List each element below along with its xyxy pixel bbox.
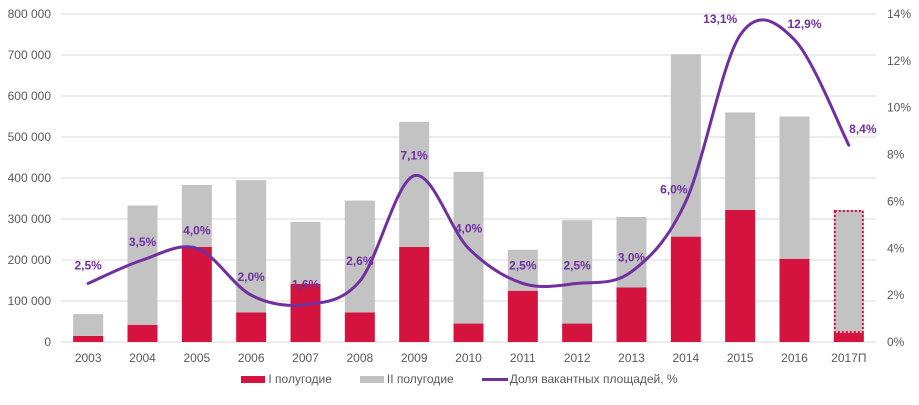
y2-tick-label: 2%	[887, 288, 905, 302]
y-tick-label: 500 000	[8, 130, 52, 144]
vacancy-data-label: 7,1%	[400, 149, 428, 163]
bar-h2	[290, 221, 321, 284]
x-tick-label: 2003	[75, 351, 102, 365]
vacancy-data-label: 3,5%	[129, 235, 157, 249]
y-axis-left: 0 100 000 200 000 300 000 400 000 500 000 600 …	[8, 7, 52, 349]
y-axis-right: 0% 2% 4% 6% 8% 10% 12% 14%	[887, 7, 911, 349]
bar-h1	[290, 283, 321, 342]
bar-h1	[779, 258, 810, 342]
legend-item-h1[interactable]: I полугодие	[241, 372, 332, 386]
vacancy-data-label: 1,6%	[292, 278, 320, 292]
vacancy-data-label: 4,0%	[183, 223, 211, 237]
bar-h2	[181, 184, 212, 247]
legend-swatch-h1	[241, 375, 266, 383]
bar-h1	[453, 323, 484, 342]
x-tick-label: 2008	[346, 351, 373, 365]
bar-h2	[833, 209, 864, 333]
y-tick-label: 300 000	[8, 212, 52, 226]
bar-h1	[73, 335, 104, 342]
x-tick-label: 2006	[238, 351, 265, 365]
vacancy-data-label: 2,5%	[509, 258, 537, 272]
y2-tick-label: 8%	[887, 148, 905, 162]
y2-tick-label: 6%	[887, 194, 905, 208]
vacancy-data-label: 3,0%	[618, 251, 646, 265]
y2-tick-label: 4%	[887, 241, 905, 255]
x-tick-label: 2016	[781, 351, 808, 365]
forecast-outline	[833, 209, 864, 333]
legend-label-h1: I полугодие	[268, 372, 332, 386]
vacancy-data-label: 2,6%	[346, 254, 374, 268]
x-tick-label: 2007	[292, 351, 319, 365]
bar-h1	[344, 312, 375, 342]
y2-tick-label: 12%	[887, 54, 911, 68]
bar-h1	[833, 332, 864, 342]
vacancy-line-path	[86, 18, 851, 307]
y2-tick-label: 10%	[887, 101, 911, 115]
bar-h1	[399, 246, 430, 342]
legend-item-h2[interactable]: II полугодие	[359, 372, 454, 386]
y-tick-label: 700 000	[8, 48, 52, 62]
x-tick-label: 2004	[129, 351, 156, 365]
x-tick-label: 2012	[564, 351, 591, 365]
x-axis: 2003 2004 2005 2006 2007 2008 2009 2010 2011 2012…	[75, 351, 867, 365]
bar-h2	[616, 216, 647, 288]
y-tick-label: 600 000	[8, 89, 52, 103]
vacancy-data-label: 6,0%	[660, 182, 688, 196]
bar-h1	[181, 246, 212, 342]
vacancy-data-label: 2,5%	[563, 258, 591, 272]
bar-h1	[127, 324, 158, 342]
vacancy-data-label: 12,9%	[787, 17, 821, 31]
bar-h1	[616, 287, 647, 342]
bar-h2	[562, 220, 593, 324]
bar-h2	[236, 180, 267, 313]
y-tick-label: 400 000	[8, 171, 52, 185]
x-tick-label: 2017П	[831, 351, 866, 365]
y-tick-label: 100 000	[8, 294, 52, 308]
bar-h2	[725, 112, 756, 210]
bar-h2	[670, 54, 701, 237]
x-tick-label: 2015	[727, 351, 754, 365]
x-tick-label: 2009	[401, 351, 428, 365]
vacancy-line	[86, 18, 851, 307]
vacancy-data-label: 8,4%	[849, 122, 877, 136]
x-tick-label: 2011	[510, 351, 536, 365]
x-tick-label: 2005	[183, 351, 210, 365]
x-tick-label: 2013	[618, 351, 645, 365]
bar-h1	[236, 312, 267, 342]
y-tick-label: 800 000	[8, 7, 52, 21]
bar-h1	[670, 236, 701, 342]
bar-h1	[562, 323, 593, 342]
legend-label-h2: II полугодие	[386, 372, 454, 386]
legend: I полугодие II полугодие Доля вакантных …	[0, 372, 919, 386]
bar-h2	[779, 116, 810, 259]
legend-label-vacancy: Доля вакантных площадей, %	[509, 372, 678, 386]
x-tick-label: 2010	[455, 351, 482, 365]
legend-swatch-h2	[359, 375, 384, 383]
bars	[73, 54, 864, 342]
bar-h2	[73, 314, 104, 336]
vacancy-data-label: 2,5%	[74, 258, 102, 272]
bar-h1	[725, 209, 756, 342]
vacancy-data-label: 13,1%	[703, 12, 737, 26]
bar-h1	[507, 290, 538, 342]
legend-swatch-vacancy	[481, 377, 508, 381]
y2-tick-label: 0%	[887, 335, 905, 349]
y-tick-label: 0	[44, 335, 51, 349]
bar-h2	[344, 200, 375, 313]
x-tick-label: 2014	[672, 351, 699, 365]
data-labels: 2,5% 3,5% 4,0% 2,0% 1,6% 2,6% 7,1% 4,0% 2,5% 2,5%…	[74, 12, 876, 291]
y2-tick-label: 14%	[887, 7, 911, 21]
legend-item-vacancy[interactable]: Доля вакантных площадей, %	[481, 372, 678, 386]
vacancy-data-label: 4,0%	[455, 221, 483, 235]
y-tick-label: 200 000	[8, 253, 52, 267]
vacancy-data-label: 2,0%	[237, 270, 265, 284]
